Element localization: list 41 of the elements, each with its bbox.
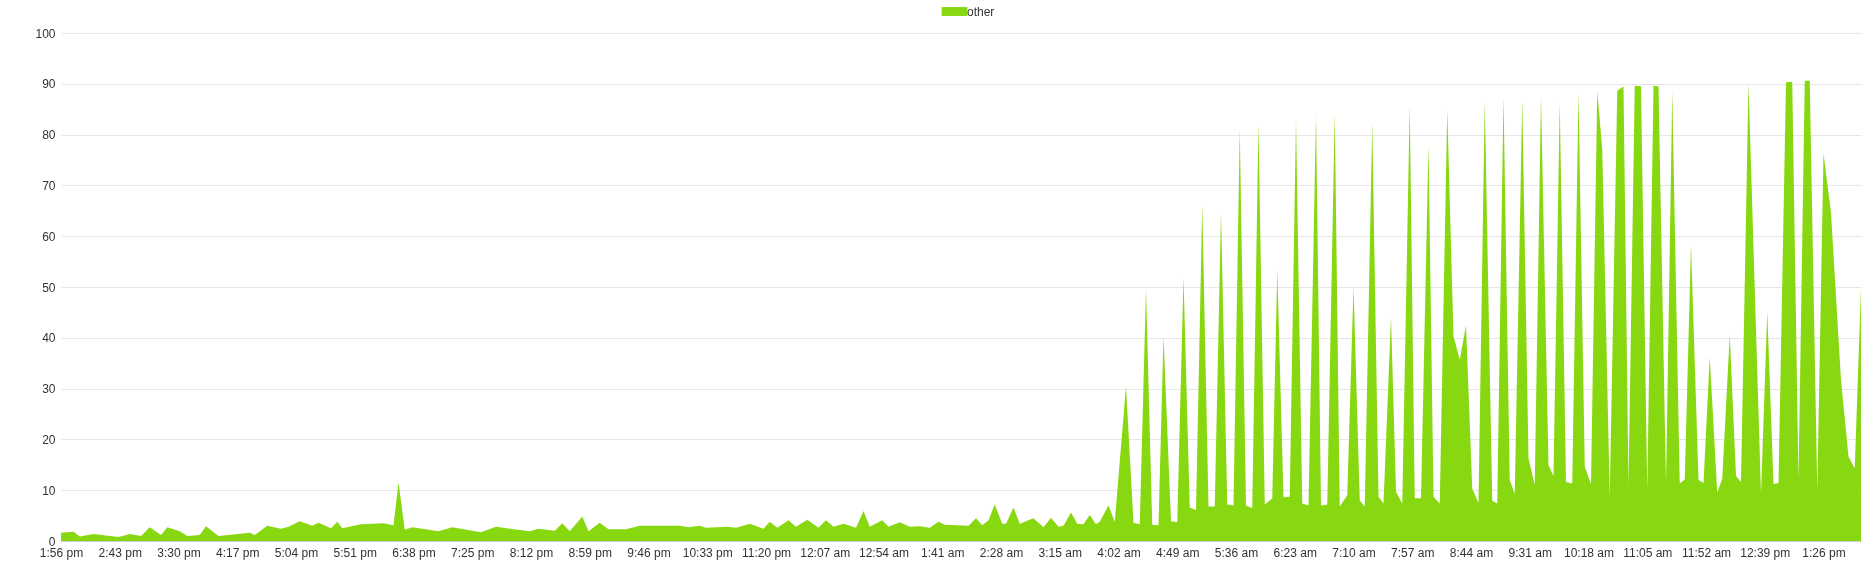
x-tick-label: 2:43 pm (98, 545, 142, 560)
x-tick-label: 8:59 pm (568, 545, 612, 560)
x-tick-label: 6:23 am (1273, 545, 1317, 560)
y-tick-label: 90 (42, 77, 56, 92)
x-tick-label: 4:49 am (1156, 545, 1200, 560)
x-tick-label: 7:25 pm (451, 545, 495, 560)
x-tick-label: 9:31 am (1508, 545, 1552, 560)
x-tick-label: 10:33 pm (682, 545, 733, 560)
x-tick-label: 5:04 pm (274, 545, 319, 560)
x-tick-label: 2:28 am (979, 545, 1024, 560)
x-tick-label: 3:15 am (1038, 545, 1082, 560)
y-tick-label: 20 (42, 432, 56, 447)
x-tick-label: 7:57 am (1391, 545, 1435, 560)
x-tick-label: 4:02 am (1097, 545, 1141, 560)
y-tick-label: 50 (42, 280, 56, 295)
y-tick-label: 60 (42, 229, 56, 244)
x-tick-label: 5:36 am (1214, 545, 1259, 560)
x-tick-label: 11:20 pm (741, 545, 792, 560)
x-tick-label: 1:26 pm (1802, 545, 1846, 560)
x-tick-label: 1:41 am (921, 545, 965, 560)
y-tick-label: 70 (42, 178, 56, 193)
x-tick-label: 12:07 am (800, 545, 851, 560)
x-tick-label: 5:51 pm (333, 545, 377, 560)
x-tick-label: 9:46 pm (627, 545, 671, 560)
legend-label: other (967, 4, 995, 19)
x-tick-label: 11:52 am (1681, 545, 1732, 560)
y-tick-label: 80 (42, 128, 56, 143)
x-tick-label: 8:44 am (1449, 545, 1494, 560)
y-tick-label: 40 (42, 331, 56, 346)
x-tick-label: 10:18 am (1563, 545, 1615, 560)
y-tick-label: 100 (35, 26, 56, 41)
x-tick-label: 3:30 pm (157, 545, 201, 560)
y-tick-label: 30 (42, 382, 56, 397)
x-tick-label: 7:10 am (1332, 545, 1376, 560)
y-tick-label: 10 (42, 483, 56, 498)
x-tick-label: 8:12 pm (509, 545, 554, 560)
x-tick-label: 11:05 am (1623, 545, 1673, 560)
x-tick-label: 12:54 am (858, 545, 910, 560)
x-tick-label: 4:17 pm (216, 545, 260, 560)
x-tick-label: 6:38 pm (392, 545, 436, 560)
x-tick-label: 12:39 pm (1740, 545, 1791, 560)
